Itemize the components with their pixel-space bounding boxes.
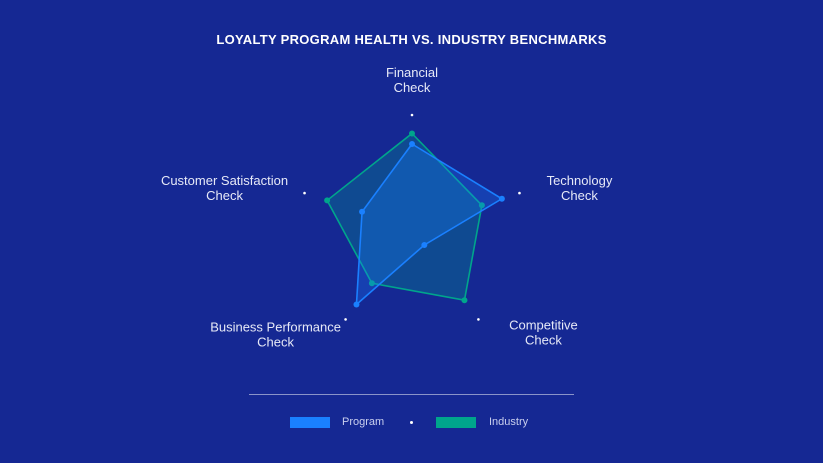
data-point-industry — [409, 130, 415, 137]
data-point-program — [498, 195, 505, 202]
data-point-program — [409, 141, 415, 147]
axis-end-dot — [518, 191, 521, 195]
axis-end-dot — [303, 191, 306, 195]
axis-label: Business Performance Check — [210, 319, 341, 349]
data-point-industry — [368, 280, 375, 287]
data-point-program — [421, 241, 428, 248]
legend-swatch-program — [290, 417, 330, 428]
data-point-industry — [478, 202, 485, 209]
series-area-industry — [326, 132, 483, 302]
axis-label: Customer Satisfaction Check — [161, 173, 288, 203]
legend-label-program: Program — [342, 416, 385, 428]
legend: Program Industry — [0, 416, 823, 430]
axis-end-dot — [344, 318, 347, 321]
axis-label: Competitive Check — [509, 317, 578, 347]
chart-title: LOYALTY PROGRAM HEALTH VS. INDUSTRY BENC… — [216, 32, 607, 47]
data-point-industry — [324, 197, 331, 204]
legend-separator — [410, 421, 413, 424]
data-point-industry — [461, 297, 468, 304]
axis-end-dot — [477, 318, 480, 321]
data-point-program — [353, 301, 360, 308]
legend-divider — [249, 394, 574, 395]
axis-label: Technology Check — [547, 173, 613, 203]
data-point-program — [359, 208, 366, 215]
series-area-program — [355, 142, 504, 307]
axis-end-dot — [410, 113, 414, 117]
axis-label: Financial Check — [386, 65, 438, 95]
legend-label-industry: Industry — [489, 416, 529, 428]
legend-swatch-industry — [436, 417, 476, 428]
